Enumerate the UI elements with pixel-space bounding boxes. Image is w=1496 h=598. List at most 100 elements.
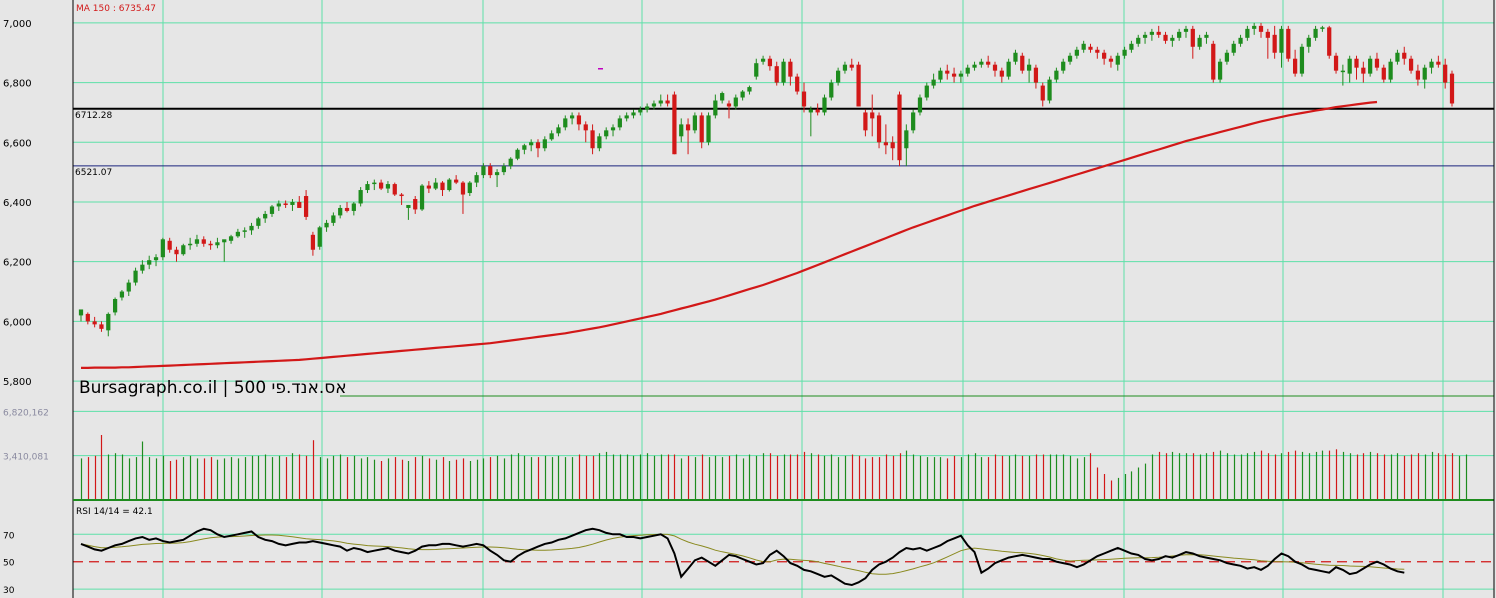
candle-body — [1265, 31, 1270, 38]
candle — [856, 61, 861, 107]
candle — [242, 227, 247, 238]
candle-body — [842, 64, 848, 71]
candle-body — [1340, 70, 1345, 73]
candle — [92, 316, 97, 328]
candle-body — [440, 182, 445, 191]
rsi-signal-line — [80, 533, 1405, 575]
candle-body — [1245, 28, 1250, 38]
candle-body — [733, 97, 738, 107]
candle-body — [563, 118, 568, 128]
candle — [276, 200, 281, 211]
candle-body — [365, 184, 370, 191]
candle — [808, 106, 813, 137]
level-label: 6712.28 — [75, 111, 112, 121]
candle — [842, 61, 848, 74]
candle-body — [385, 184, 391, 189]
candle-body — [208, 243, 213, 246]
candle — [1395, 49, 1400, 65]
candle-body — [1156, 31, 1161, 35]
candle — [1211, 40, 1216, 83]
candle — [1108, 55, 1114, 68]
candle-body — [488, 166, 493, 176]
candle — [1374, 52, 1380, 71]
grid-layer — [73, 0, 1494, 598]
candle-body — [147, 260, 152, 265]
candle-body — [1170, 37, 1175, 41]
candle — [1081, 40, 1086, 53]
candle-body — [897, 94, 902, 161]
candle-body — [119, 291, 125, 298]
candle-body — [92, 321, 97, 325]
frame-layer — [72, 0, 1495, 598]
candle — [692, 112, 697, 134]
candle — [167, 237, 172, 253]
candle — [883, 124, 888, 155]
candle-body — [317, 227, 322, 247]
candle — [1040, 82, 1045, 107]
candle — [1006, 58, 1011, 80]
candle-body — [549, 133, 554, 140]
ma-150-line — [81, 100, 1378, 369]
price-tick-label: 6,400 — [3, 198, 32, 209]
candle-body — [1306, 37, 1311, 47]
candle — [733, 94, 738, 110]
candle-body — [1313, 28, 1318, 38]
candle-body — [181, 245, 186, 255]
candle-body — [972, 64, 977, 68]
candle — [774, 61, 779, 86]
candle — [651, 100, 657, 110]
candle-layer — [78, 22, 1455, 337]
candle — [1306, 34, 1311, 53]
candle — [590, 124, 595, 155]
candle-body — [747, 87, 752, 92]
candle-body — [1395, 52, 1400, 62]
candle-body — [1299, 46, 1305, 74]
candle-body — [419, 185, 425, 210]
candle — [1074, 46, 1079, 59]
candle-body — [713, 100, 718, 116]
candle — [1299, 43, 1305, 77]
candle-body — [1142, 34, 1148, 38]
candle-body — [515, 149, 520, 159]
candle-body — [1368, 58, 1373, 74]
candle-body — [106, 313, 111, 331]
candle-body — [194, 239, 200, 244]
candle-body — [215, 242, 220, 246]
candle — [781, 58, 786, 86]
candle — [979, 58, 984, 68]
candle — [1238, 34, 1243, 47]
candle — [372, 179, 377, 191]
candle — [235, 228, 240, 238]
candle — [324, 219, 329, 232]
candle-body — [856, 64, 861, 107]
candle — [672, 91, 677, 155]
candle-body — [460, 182, 466, 195]
candle — [515, 148, 520, 161]
candle — [1340, 64, 1345, 86]
rsi-tick-label: 30 — [3, 586, 15, 596]
candle — [1020, 52, 1025, 74]
candle-body — [610, 127, 616, 131]
candle-body — [269, 206, 275, 214]
candle-body — [631, 112, 636, 116]
candle-body — [829, 82, 834, 98]
candle-body — [911, 112, 916, 131]
candle-body — [222, 239, 227, 243]
candle — [133, 267, 138, 286]
candle-body — [1258, 25, 1264, 32]
candle-body — [931, 79, 936, 86]
candle — [542, 136, 547, 152]
candle-body — [1436, 61, 1441, 65]
candle-body — [454, 179, 459, 183]
candle-body — [1429, 61, 1434, 68]
volume-tick-label: 6,820,162 — [3, 408, 49, 418]
candle — [99, 321, 104, 332]
candle-body — [617, 118, 622, 128]
candle-body — [1204, 34, 1209, 38]
candle-body — [542, 139, 547, 149]
candle-body — [426, 185, 431, 189]
candle — [1102, 49, 1107, 65]
candle-body — [188, 243, 193, 246]
candle-body — [590, 130, 595, 149]
candle — [999, 67, 1004, 83]
